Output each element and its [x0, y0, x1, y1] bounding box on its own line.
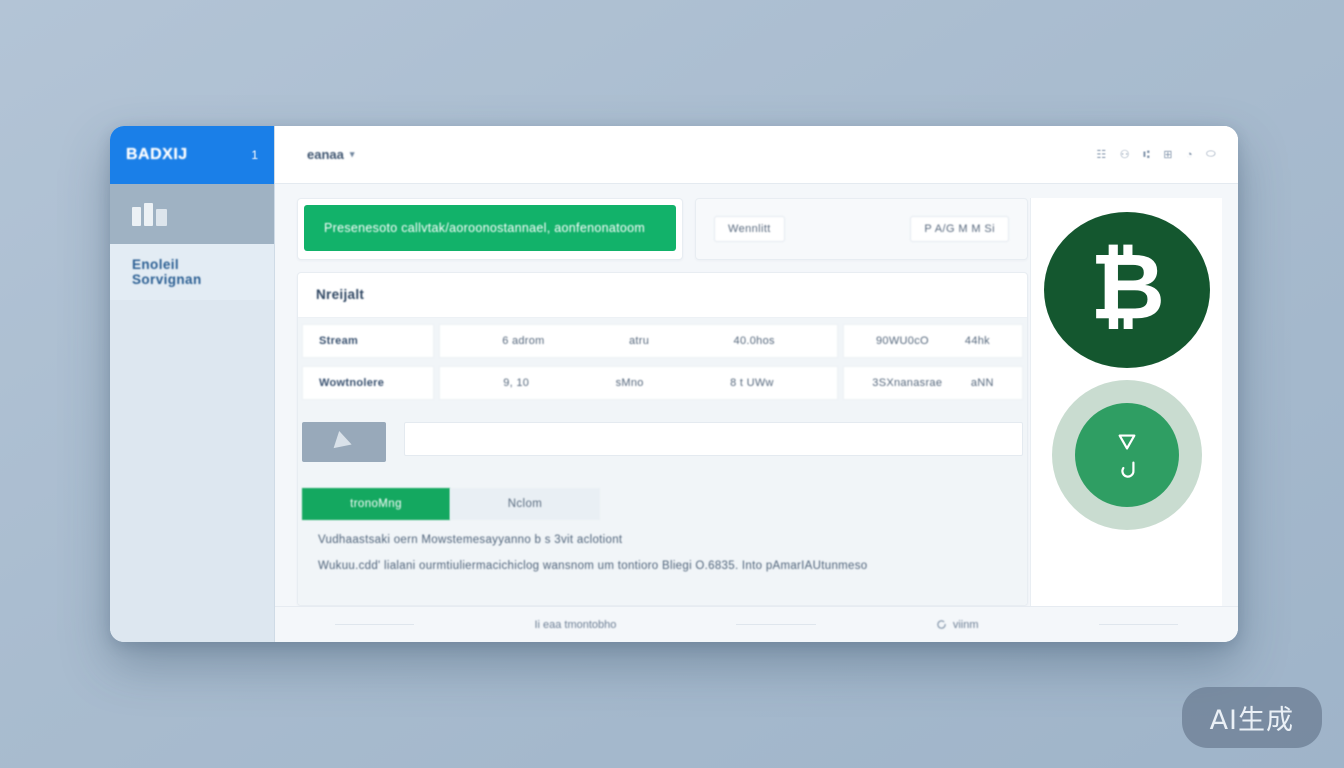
chevron-down-icon: ▾ [349, 149, 355, 159]
table-title: Nreijalt [316, 287, 365, 302]
footer-divider [335, 624, 415, 625]
table-value: sMno [615, 377, 644, 389]
status-banner: Presenesoto callvtak/aoroonostannael, ao… [304, 205, 676, 251]
action-button-row: tronoMng Nclom [302, 488, 1023, 520]
upload-row [302, 422, 1023, 462]
notes-block: Vudhaastsaki oern Mowstemesayyanno b s 3… [302, 520, 1023, 572]
sidebar-item-dashboard[interactable] [110, 184, 274, 244]
chat-icon[interactable]: ⬭ [1206, 148, 1216, 160]
primary-action-button[interactable]: tronoMng [302, 488, 450, 520]
user-icon[interactable]: ☷ [1096, 149, 1107, 161]
grid-icon[interactable]: ⊞ [1163, 149, 1173, 161]
bitcoin-icon: ₿ [1043, 212, 1210, 368]
table-value: atru [629, 335, 650, 347]
note-line: Vudhaastsaki oern Mowstemesayyanno b s 3… [318, 534, 623, 546]
brand-header[interactable]: BADXIJ 1 [110, 126, 274, 184]
breadcrumb[interactable]: eanaa ▾ [307, 147, 354, 162]
table-cell-summary: 3SXnanasrae aNN [843, 366, 1023, 400]
footer-item-right[interactable]: viinm [936, 619, 979, 631]
content-body: Presenesoto callvtak/aoroonostannael, ao… [275, 184, 1238, 606]
form-area: tronoMng Nclom Vudhaastsaki oern Mowstem… [298, 408, 1027, 605]
content-left-column: Presenesoto callvtak/aoroonostannael, ao… [297, 198, 1028, 606]
table-header: Nreijalt [298, 273, 1027, 318]
footer-item-right-label: viinm [952, 618, 979, 631]
triangle-down-glyph-icon [1118, 433, 1135, 450]
cloud-icon[interactable]: ⚇ [1119, 149, 1131, 161]
text-input[interactable] [404, 422, 1023, 456]
brand-badge: 1 [251, 148, 258, 162]
bitcoin-symbol: ₿ [1090, 236, 1165, 338]
table-row[interactable]: Stream 6 adrom atru 40.0hos 90WU0cO 44hk [298, 324, 1027, 358]
footer-item-left[interactable]: Ii eaa tmontobho [534, 618, 617, 631]
sidebar-empty-space [110, 300, 274, 642]
data-table-card: Nreijalt Stream 6 adrom atru 40.0hos 90W… [297, 272, 1028, 606]
sidebar: BADXIJ 1 Enoleil Sorvignan [110, 126, 275, 642]
token-badge-halo [1051, 380, 1202, 530]
table-value: aNN [970, 377, 994, 389]
swirl-glyph-icon [1120, 460, 1135, 478]
brand-name: BADXIJ [126, 146, 188, 163]
picture-glyph-icon [333, 430, 355, 454]
banner-text: Presenesoto callvtak/aoroonostannael, ao… [324, 221, 646, 235]
topbar: eanaa ▾ ☷ ⚇ ⑆ ⊞ ◔ ⬭ [275, 126, 1238, 184]
footer-divider [1098, 624, 1178, 625]
refresh-icon [937, 620, 946, 629]
sidebar-item-label: Enoleil Sorvignan [132, 257, 202, 287]
chips-panel: Wennlitt P A/G M M Si [695, 198, 1028, 260]
banner-row: Presenesoto callvtak/aoroonostannael, ao… [297, 198, 1028, 260]
secondary-action-button[interactable]: Nclom [450, 488, 600, 520]
table-value: 3SXnanasrae [872, 377, 943, 389]
table-cell-metrics: 6 adrom atru 40.0hos [439, 324, 838, 358]
chip-right[interactable]: P A/G M M Si [910, 216, 1009, 242]
token-badge-icon [1074, 403, 1179, 507]
blocks-icon [132, 202, 167, 226]
table-value: 8 t UWw [730, 377, 774, 389]
table-rows: Stream 6 adrom atru 40.0hos 90WU0cO 44hk [298, 318, 1027, 408]
image-placeholder-icon[interactable] [302, 422, 386, 462]
table-value: 44hk [964, 335, 990, 347]
sidebar-item-settings[interactable]: Enoleil Sorvignan [110, 244, 274, 300]
topbar-icon-group: ☷ ⚇ ⑆ ⊞ ◔ ⬭ [1096, 148, 1216, 161]
table-cell-name: Stream [302, 324, 434, 358]
ai-watermark: AI生成 [1181, 687, 1322, 748]
footer-divider [736, 624, 816, 625]
table-cell-metrics: 9, 10 sMno 8 t UWw [439, 366, 838, 400]
breadcrumb-label: eanaa [307, 147, 344, 162]
clock-icon[interactable]: ◔ [1185, 148, 1194, 161]
app-window: BADXIJ 1 Enoleil Sorvignan eanaa ▾ ☷ ⚇ ⑆… [110, 126, 1238, 642]
table-cell-summary: 90WU0cO 44hk [843, 324, 1023, 358]
footer: Ii eaa tmontobho viinm [275, 606, 1238, 642]
table-value: 90WU0cO [876, 335, 929, 347]
banner-card: Presenesoto callvtak/aoroonostannael, ao… [297, 198, 683, 260]
note-line: Wukuu.cdd' lialani ourmtiuliermacichiclo… [318, 560, 868, 572]
chip-left[interactable]: Wennlitt [714, 216, 785, 242]
main-area: eanaa ▾ ☷ ⚇ ⑆ ⊞ ◔ ⬭ Presenesoto callvtak… [275, 126, 1238, 642]
right-rail: ₿ [1030, 198, 1222, 606]
table-value: 6 adrom [502, 335, 545, 347]
table-value: 40.0hos [733, 335, 775, 347]
link-icon[interactable]: ⑆ [1143, 148, 1151, 161]
table-value: 9, 10 [503, 377, 530, 389]
table-row[interactable]: Wowtnolere 9, 10 sMno 8 t UWw 3SXnanasra… [298, 366, 1027, 400]
table-cell-name: Wowtnolere [302, 366, 434, 400]
